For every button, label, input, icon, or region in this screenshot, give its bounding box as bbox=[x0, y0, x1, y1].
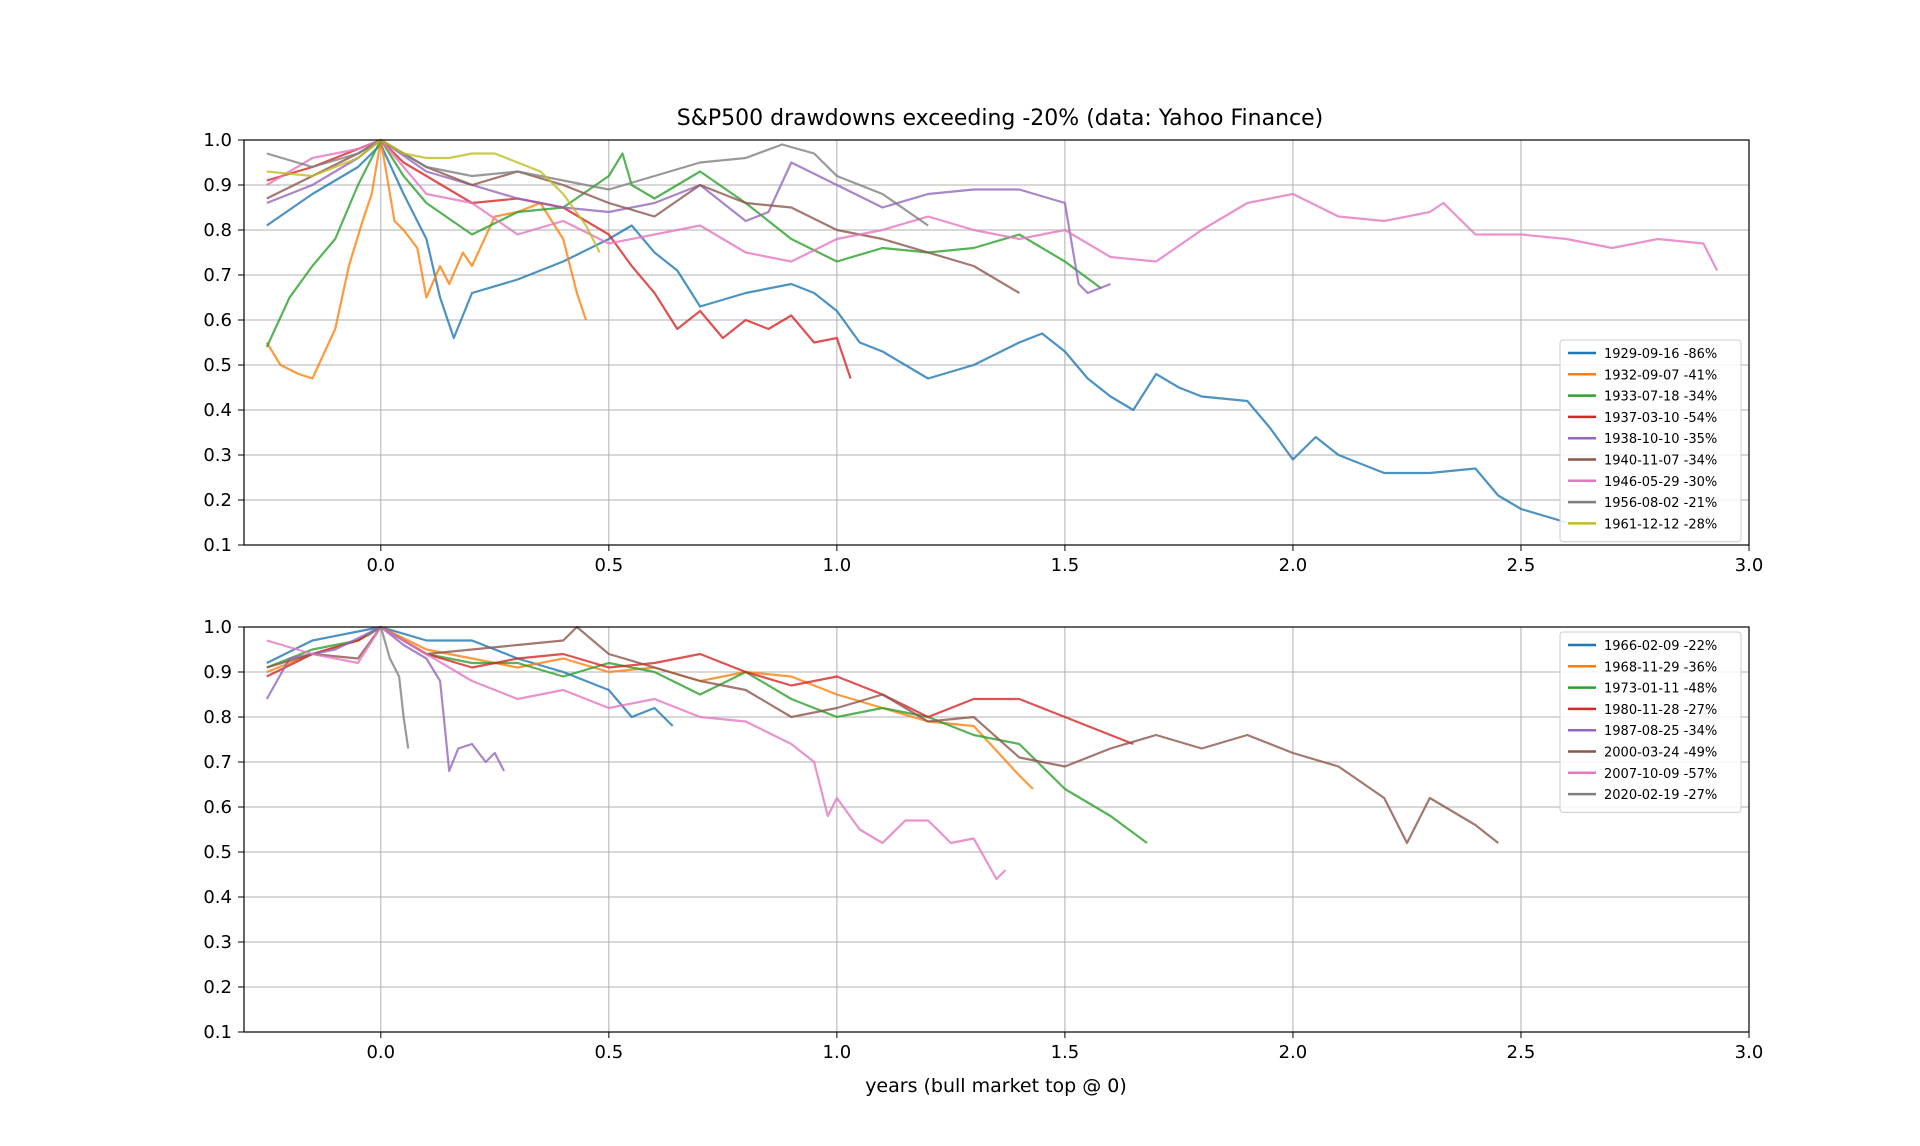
x-tick-label: 1.5 bbox=[1051, 555, 1080, 576]
y-tick-label: 0.5 bbox=[203, 355, 232, 376]
series-line-1937-03-10 bbox=[266, 138, 852, 379]
axis-ticks-top: 0.0 0.5 1.0 1.5 2.0 2.5 3.0 0.1 0.2 0.3 0.4 0.5 0.6 0… bbox=[203, 130, 1763, 576]
chart-top: S&P500 drawdowns exceeding -20% (data: Y… bbox=[203, 106, 1763, 576]
legend-label: 1932-09-07 -41% bbox=[1604, 368, 1717, 383]
series-line-2020-02-19 bbox=[366, 625, 410, 749]
x-tick-label: 1.0 bbox=[823, 555, 852, 576]
x-tick-label: 0.0 bbox=[366, 555, 395, 576]
y-tick-label: 0.2 bbox=[203, 977, 232, 998]
legend-label: 1956-08-02 -21% bbox=[1604, 496, 1717, 511]
series-line-1966-02-09 bbox=[266, 625, 674, 727]
plot-frame-top bbox=[243, 139, 1750, 546]
axis-ticks-bottom: 0.0 0.5 1.0 1.5 2.0 2.5 3.0 0.1 0.2 0.3 0.4 0.5 0.6 0… bbox=[203, 617, 1763, 1063]
series-line-2007-10-09 bbox=[266, 625, 1007, 881]
series-line-1940-11-07 bbox=[266, 138, 1020, 294]
legend-box bbox=[1559, 631, 1742, 813]
y-tick-label: 0.4 bbox=[203, 887, 232, 908]
y-tick-label: 0.1 bbox=[203, 1022, 232, 1043]
legend-label: 2000-03-24 -49% bbox=[1604, 746, 1717, 761]
y-tick-label: 0.7 bbox=[203, 265, 232, 286]
legend-label: 1968-11-29 -36% bbox=[1604, 660, 1717, 675]
y-tick-label: 0.2 bbox=[203, 490, 232, 511]
plot-frame-bottom bbox=[243, 626, 1750, 1033]
y-tick-label: 0.8 bbox=[203, 220, 232, 241]
y-tick-label: 1.0 bbox=[203, 617, 232, 638]
x-tick-label: 3.0 bbox=[1735, 1042, 1764, 1063]
y-tick-label: 0.6 bbox=[203, 310, 232, 331]
series-line-1973-01-11 bbox=[266, 625, 1148, 844]
x-tick-label: 0.0 bbox=[366, 1042, 395, 1063]
y-tick-label: 0.5 bbox=[203, 842, 232, 863]
y-tick-label: 0.1 bbox=[203, 535, 232, 556]
legend-label: 1940-11-07 -34% bbox=[1604, 454, 1717, 469]
x-tick-label: 2.5 bbox=[1507, 555, 1536, 576]
legend-label: 1980-11-28 -27% bbox=[1604, 703, 1717, 718]
series-line-1968-11-29 bbox=[266, 625, 1034, 790]
x-tick-label: 0.5 bbox=[595, 1042, 624, 1063]
series-line-1956-08-02 bbox=[266, 138, 929, 227]
legend-label: 1987-08-25 -34% bbox=[1604, 724, 1717, 739]
series-line-1980-11-28 bbox=[266, 625, 1134, 746]
series-line-1946-05-29 bbox=[266, 138, 1719, 271]
y-tick-label: 1.0 bbox=[203, 130, 232, 151]
x-tick-label: 3.0 bbox=[1735, 555, 1764, 576]
y-tick-label: 0.3 bbox=[203, 932, 232, 953]
series-line-1929-09-16 bbox=[266, 143, 1567, 524]
x-tick-label: 2.0 bbox=[1279, 1042, 1308, 1063]
legend-label: 1937-03-10 -54% bbox=[1604, 411, 1717, 426]
grid-bottom bbox=[244, 626, 1750, 1033]
series-line-1961-12-12 bbox=[266, 138, 601, 253]
chart-title: S&P500 drawdowns exceeding -20% (data: Y… bbox=[677, 106, 1323, 131]
legend-label: 1966-02-09 -22% bbox=[1604, 639, 1717, 654]
series-lines-bottom bbox=[265, 625, 1499, 881]
legend-label: 1973-01-11 -48% bbox=[1604, 682, 1717, 697]
legend-label: 1946-05-29 -30% bbox=[1604, 475, 1717, 490]
legend-label: 2007-10-09 -57% bbox=[1604, 767, 1717, 782]
x-tick-label: 1.5 bbox=[1051, 1042, 1080, 1063]
legend-label: 1929-09-16 -86% bbox=[1604, 347, 1717, 362]
x-tick-label: 1.0 bbox=[823, 1042, 852, 1063]
legend-label: 1961-12-12 -28% bbox=[1604, 517, 1717, 532]
y-tick-label: 0.3 bbox=[203, 445, 232, 466]
x-tick-label: 2.0 bbox=[1279, 555, 1308, 576]
y-tick-label: 0.9 bbox=[203, 175, 232, 196]
x-tick-label: 0.5 bbox=[595, 555, 624, 576]
legend-label: 1933-07-18 -34% bbox=[1604, 390, 1717, 405]
x-axis-label: years (bull market top @ 0) bbox=[865, 1075, 1127, 1097]
series-lines-top bbox=[265, 138, 1719, 524]
legend-bottom: 1966-02-09 -22% 1968-11-29 -36% 1973-01-11… bbox=[1559, 631, 1742, 813]
series-line-1987-08-25 bbox=[265, 625, 505, 773]
y-tick-label: 0.9 bbox=[203, 662, 232, 683]
legend-label: 1938-10-10 -35% bbox=[1604, 432, 1717, 447]
legend-box bbox=[1559, 339, 1742, 543]
series-line-1938-10-10 bbox=[266, 138, 1111, 295]
y-tick-label: 0.4 bbox=[203, 400, 232, 421]
series-line-1932-09-07 bbox=[265, 138, 588, 380]
y-tick-label: 0.7 bbox=[203, 752, 232, 773]
legend-top: 1929-09-16 -86% 1932-09-07 -41% 1933-07-18… bbox=[1559, 339, 1742, 543]
series-line-2000-03-24 bbox=[266, 625, 1499, 845]
y-tick-label: 0.6 bbox=[203, 797, 232, 818]
chart-bottom: 0.0 0.5 1.0 1.5 2.0 2.5 3.0 0.1 0.2 0.3 0.4 0.5 0.6 0… bbox=[203, 617, 1763, 1097]
legend-label: 2020-02-19 -27% bbox=[1604, 788, 1717, 803]
x-tick-label: 2.5 bbox=[1507, 1042, 1536, 1063]
y-tick-label: 0.8 bbox=[203, 707, 232, 728]
